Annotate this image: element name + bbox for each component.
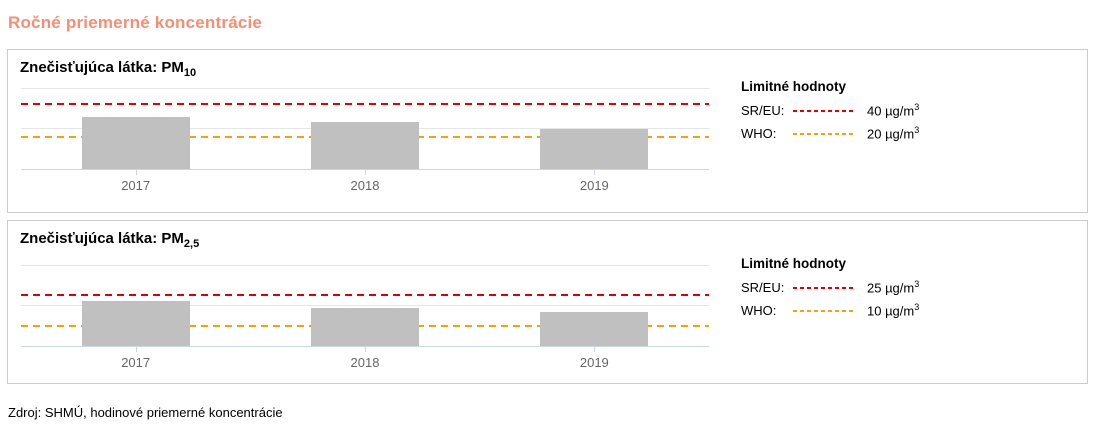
x-axis-labels: 2017 2018 2019: [21, 355, 709, 371]
limit-legend-pm10: Limitné hodnoty SR/EU: 40 µg/m3 WHO: 20 …: [741, 79, 919, 149]
x-tick-label: 2018: [350, 178, 380, 193]
legend-row-sr-eu: SR/EU: 25 µg/m3: [741, 279, 919, 295]
x-tick-label: 2017: [121, 178, 151, 193]
x-tick: [365, 347, 366, 352]
x-axis-ticks: [21, 347, 709, 352]
legend-title: Limitné hodnoty: [741, 256, 846, 271]
sr-eu-dash-swatch: [793, 286, 855, 289]
legend-row-who: WHO: 10 µg/m3: [741, 302, 919, 318]
page-title: Ročné priemerné koncentrácie: [8, 13, 263, 32]
source-note: Zdroj: SHMÚ, hodinové priemerné koncentr…: [8, 405, 283, 420]
legend-label-sr-eu: SR/EU:: [741, 280, 785, 295]
bar-2019: [540, 128, 649, 169]
legend-value-who: 10 µg/m3: [867, 302, 919, 318]
x-tick-label: 2019: [579, 355, 609, 370]
pollutant-subscript: 2,5: [183, 238, 200, 250]
bar-2018: [311, 122, 419, 169]
unit-superscript: 3: [914, 302, 920, 313]
pollutant-label: Znečisťujúca látka: PM: [20, 230, 184, 247]
bar-2017: [81, 301, 190, 346]
bar-2017: [81, 117, 190, 169]
unit-superscript: 3: [914, 102, 920, 113]
plot-area-pm10: [21, 87, 709, 170]
who-dash-swatch: [793, 309, 855, 312]
legend-label-sr-eu: SR/EU:: [741, 103, 785, 118]
x-axis-ticks: [21, 170, 709, 175]
panel-title-pm25: Znečisťujúca látka: PM2,5: [20, 230, 199, 250]
bar-chart-pm25: 2017 2018 2019: [21, 264, 709, 371]
y-gridline: [21, 87, 709, 89]
x-tick: [594, 347, 596, 352]
sr-eu-limit-line: [21, 294, 709, 297]
pollutant-subscript: 10: [183, 67, 197, 79]
x-tick-label: 2019: [579, 178, 609, 193]
legend-row-sr-eu: SR/EU: 40 µg/m3: [741, 102, 919, 118]
legend-value-sr-eu: 40 µg/m3: [867, 102, 919, 118]
pollutant-label: Znečisťujúca látka: PM: [20, 59, 184, 76]
sr-eu-dash-swatch: [793, 109, 855, 112]
who-dash-swatch: [793, 132, 855, 135]
plot-area-pm25: [21, 264, 709, 347]
legend-label-who: WHO:: [741, 303, 777, 318]
x-axis-labels: 2017 2018 2019: [21, 178, 709, 194]
bar-chart-pm10: 2017 2018 2019: [21, 87, 709, 194]
bar-2019: [540, 311, 649, 346]
panel-title-pm10: Znečisťujúca látka: PM10: [20, 59, 196, 79]
unit-superscript: 3: [914, 125, 920, 136]
chart-panel-pm10: Znečisťujúca látka: PM10 2017 2018 2019 Li…: [7, 49, 1088, 213]
legend-label-who: WHO:: [741, 126, 777, 141]
bar-2018: [311, 307, 419, 346]
unit-superscript: 3: [914, 279, 920, 290]
limit-value-text: 10 µg/m: [867, 303, 915, 319]
y-gridline: [21, 305, 709, 306]
legend-row-who: WHO: 20 µg/m3: [741, 125, 919, 141]
x-tick: [365, 170, 366, 175]
limit-value-text: 25 µg/m: [867, 280, 915, 296]
x-tick-label: 2018: [350, 355, 380, 370]
x-tick: [594, 170, 596, 175]
legend-value-who: 20 µg/m3: [867, 125, 919, 141]
limit-value-text: 40 µg/m: [867, 103, 915, 119]
page: Ročné priemerné koncentrácie Znečisťujúc…: [7, 13, 1088, 420]
x-tick-label: 2017: [121, 355, 151, 370]
legend-title: Limitné hodnoty: [741, 79, 846, 94]
x-tick: [135, 170, 137, 175]
legend-value-sr-eu: 25 µg/m3: [867, 279, 919, 295]
limit-legend-pm25: Limitné hodnoty SR/EU: 25 µg/m3 WHO: 10 …: [741, 256, 919, 326]
y-gridline: [21, 264, 709, 266]
chart-panel-pm25: Znečisťujúca látka: PM2,5 2017 2018 2019 L…: [7, 220, 1088, 384]
sr-eu-limit-line: [21, 103, 709, 106]
x-tick: [135, 347, 137, 352]
limit-value-text: 20 µg/m: [867, 126, 915, 142]
